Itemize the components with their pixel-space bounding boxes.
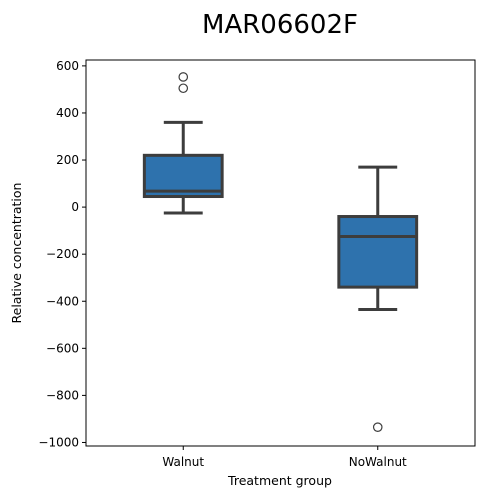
y-axis-label: Relative concentration [9,183,24,324]
y-tick-label: −800 [46,388,79,402]
plot-frame [85,59,476,447]
chart-title: MAR06602F [202,10,358,40]
box-walnut [142,72,224,215]
plot-area [142,72,419,432]
y-tick-label: 600 [56,59,79,73]
outlier-point [178,72,189,82]
outlier-point [372,422,383,432]
box-nowalnut [337,165,419,432]
x-tick-label: Walnut [162,455,204,469]
iqr-box [337,215,419,289]
y-tick-label: 0 [71,200,79,214]
y-tick-label: −1000 [38,435,79,449]
x-tick-label: NoWalnut [349,455,407,469]
x-axis-label: Treatment group [227,473,332,488]
y-tick-label: 200 [56,153,79,167]
y-tick-label: −400 [46,294,79,308]
y-tick-label: 400 [56,106,79,120]
y-tick-label: −600 [46,341,79,355]
outlier-point [178,83,189,94]
y-tick-label: −200 [46,247,79,261]
